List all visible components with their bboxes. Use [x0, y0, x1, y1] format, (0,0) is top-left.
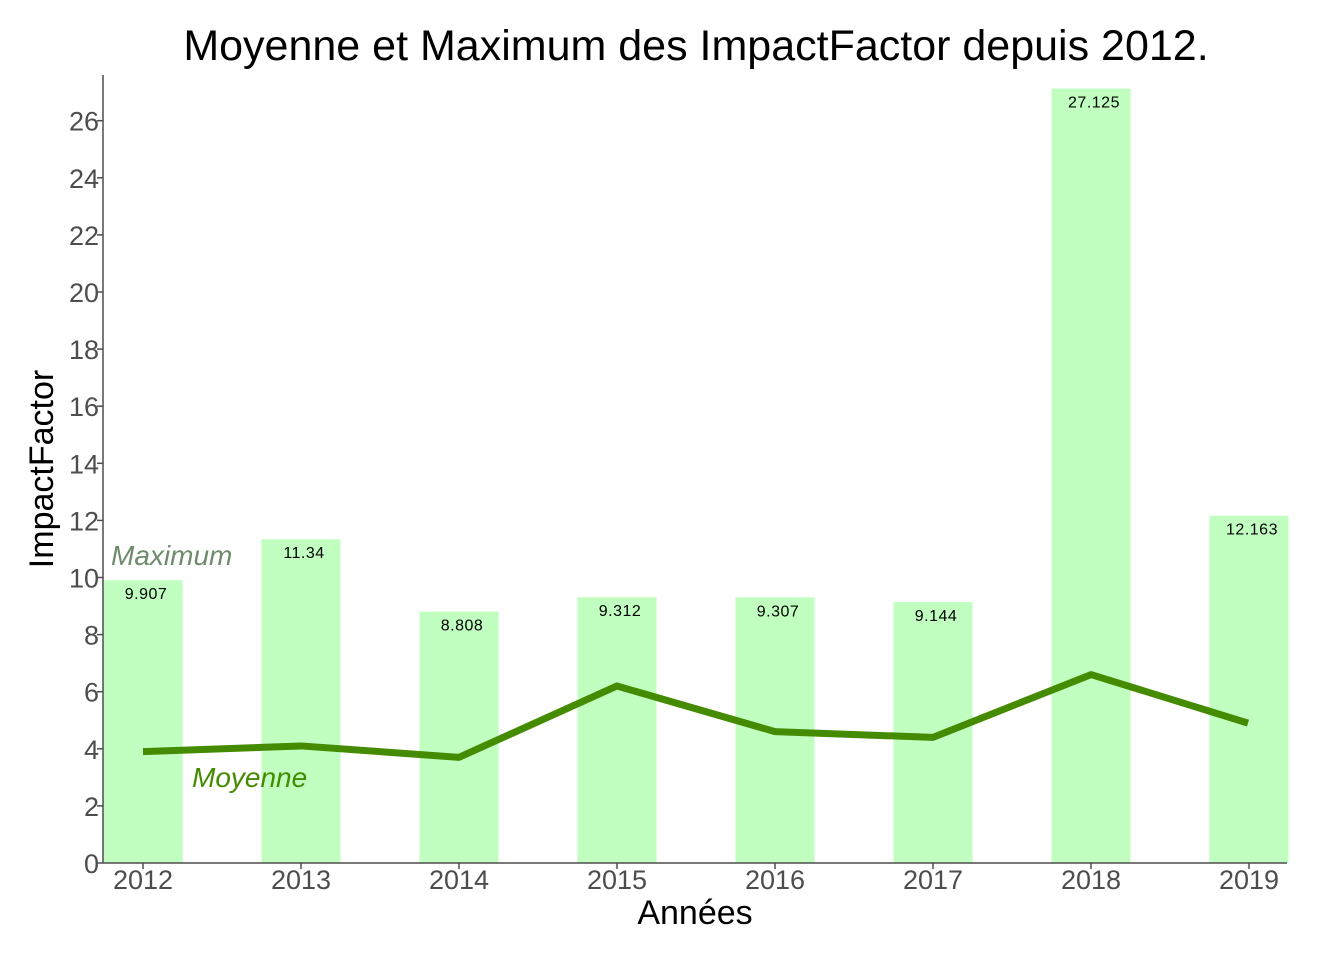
y-tick-label-0: 0 [84, 849, 99, 879]
x-axis-title: Années [637, 894, 752, 932]
y-tick-label-10: 10 [69, 564, 99, 594]
y-axis-title: ImpactFactor [23, 370, 61, 568]
y-tick-label-2: 2 [84, 792, 99, 822]
x-tick-label-2017: 2017 [903, 865, 963, 895]
x-ticks: 2012 2013 2014 2015 2016 2017 2018 2019 [113, 863, 1279, 895]
y-tick-label-24: 24 [69, 164, 99, 194]
bar-2017 [893, 601, 973, 863]
x-tick-label-2016: 2016 [745, 865, 805, 895]
bar-label-2017: 9.144 [915, 608, 958, 625]
x-tick-label-2018: 2018 [1061, 865, 1121, 895]
annotation-moyenne: Moyenne [192, 762, 307, 793]
bar-2012 [103, 580, 183, 863]
x-tick-label-2015: 2015 [587, 865, 647, 895]
y-tick-label-14: 14 [69, 449, 99, 479]
y-tick-label-16: 16 [69, 392, 99, 422]
bar-label-2019: 12.163 [1226, 522, 1278, 539]
line-layer [142, 671, 1250, 761]
bar-label-2018: 27.125 [1068, 95, 1120, 112]
x-tick-label-2012: 2012 [113, 865, 173, 895]
bar-label-2013: 11.34 [283, 545, 324, 562]
annotation-maximum: Maximum [111, 540, 232, 571]
bar-2015 [577, 597, 657, 863]
moyenne-line [142, 671, 1250, 761]
y-tick-label-4: 4 [84, 735, 99, 765]
bar-label-2016: 9.307 [757, 603, 800, 620]
bar-2018 [1051, 88, 1131, 864]
bar-2019 [1209, 515, 1289, 863]
y-tick-label-18: 18 [69, 335, 99, 365]
bar-2013 [261, 539, 341, 863]
bar-label-2012: 9.907 [125, 586, 168, 603]
y-tick-label-12: 12 [69, 506, 99, 536]
bar-label-2014: 8.808 [441, 618, 484, 635]
bar-labels-layer: 9.907 11.34 8.808 9.312 9.307 9.144 27.125 12.1… [125, 95, 1278, 635]
x-tick-label-2013: 2013 [271, 865, 331, 895]
x-tick-label-2014: 2014 [429, 865, 489, 895]
y-tick-label-22: 22 [69, 221, 99, 251]
y-tick-label-20: 20 [69, 278, 99, 308]
y-tick-label-6: 6 [84, 678, 99, 708]
bar-2014 [419, 611, 499, 863]
y-tick-label-8: 8 [84, 621, 99, 651]
bar-label-2015: 9.312 [599, 603, 642, 620]
y-tick-label-26: 26 [69, 107, 99, 137]
chart-title: Moyenne et Maximum des ImpactFactor depu… [183, 22, 1208, 70]
x-tick-label-2019: 2019 [1219, 865, 1279, 895]
